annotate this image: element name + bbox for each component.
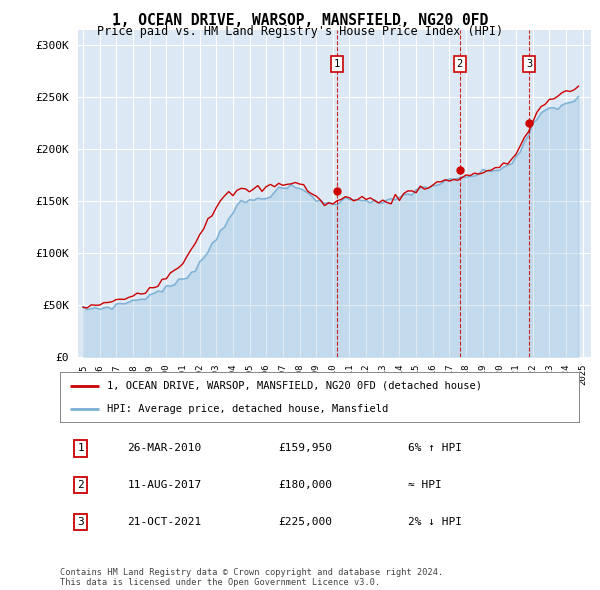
Text: 11-AUG-2017: 11-AUG-2017 (127, 480, 202, 490)
Text: 2% ↓ HPI: 2% ↓ HPI (408, 517, 462, 527)
Text: 21-OCT-2021: 21-OCT-2021 (127, 517, 202, 527)
Text: 6% ↑ HPI: 6% ↑ HPI (408, 444, 462, 454)
Text: 2: 2 (457, 59, 463, 69)
Text: £159,950: £159,950 (278, 444, 332, 454)
Text: Price paid vs. HM Land Registry's House Price Index (HPI): Price paid vs. HM Land Registry's House … (97, 25, 503, 38)
Text: 1, OCEAN DRIVE, WARSOP, MANSFIELD, NG20 0FD (detached house): 1, OCEAN DRIVE, WARSOP, MANSFIELD, NG20 … (107, 381, 482, 391)
Text: 3: 3 (77, 517, 84, 527)
Text: ≈ HPI: ≈ HPI (408, 480, 442, 490)
Text: 26-MAR-2010: 26-MAR-2010 (127, 444, 202, 454)
Text: 3: 3 (526, 59, 532, 69)
Text: 2: 2 (77, 480, 84, 490)
Text: £180,000: £180,000 (278, 480, 332, 490)
Text: HPI: Average price, detached house, Mansfield: HPI: Average price, detached house, Mans… (107, 404, 388, 414)
Text: 1: 1 (77, 444, 84, 454)
Text: 1: 1 (334, 59, 340, 69)
Text: £225,000: £225,000 (278, 517, 332, 527)
Text: Contains HM Land Registry data © Crown copyright and database right 2024.
This d: Contains HM Land Registry data © Crown c… (60, 568, 443, 587)
Text: 1, OCEAN DRIVE, WARSOP, MANSFIELD, NG20 0FD: 1, OCEAN DRIVE, WARSOP, MANSFIELD, NG20 … (112, 13, 488, 28)
